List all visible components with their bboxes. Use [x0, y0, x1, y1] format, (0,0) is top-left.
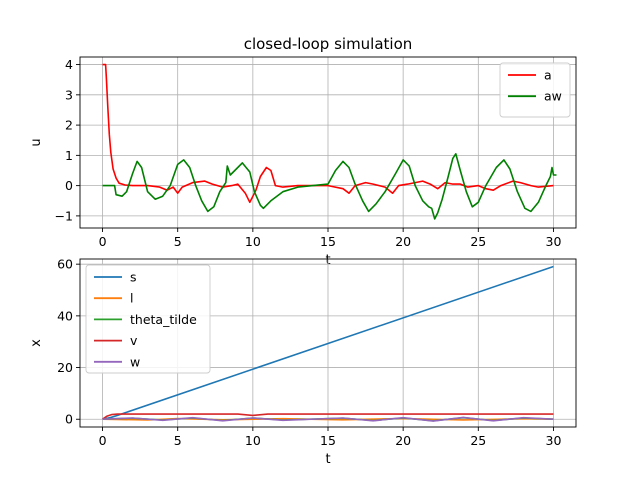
- legend-label: theta_tilde: [130, 312, 197, 327]
- x-tick-label: 15: [320, 234, 336, 249]
- y-tick-label: 0: [65, 178, 73, 193]
- axes-frame: [79, 258, 577, 428]
- series-line-w: [102, 416, 554, 422]
- x-tick-label: 0: [99, 234, 107, 249]
- legend-box: [85, 264, 211, 374]
- x-tick-label: 5: [174, 234, 182, 249]
- series-line-v: [102, 413, 554, 420]
- legend: a aw: [499, 62, 571, 118]
- subplot-1: 0 5 10 15 20 25 30 −1 0 1 2 3 4 closed-loop simulatio…: [29, 35, 577, 268]
- legend-label: s: [130, 270, 137, 285]
- x-tick-label: 20: [395, 234, 411, 249]
- y-tick-label: 60: [57, 257, 73, 272]
- x-tick-label: 20: [395, 433, 411, 448]
- y-tick-label: 0: [65, 412, 73, 427]
- y-tick-label: −1: [55, 208, 73, 223]
- series-group: [102, 265, 554, 422]
- chart-title: closed-loop simulation: [244, 35, 413, 53]
- x-tick-label: 25: [470, 433, 486, 448]
- legend-label: l: [130, 291, 133, 306]
- x-tick-label: 30: [546, 433, 562, 448]
- x-tick-label: 15: [320, 433, 336, 448]
- y-axis-label: u: [29, 138, 44, 146]
- x-tick-label: 10: [245, 433, 261, 448]
- y-tick-label: 3: [65, 87, 73, 102]
- y-tick-label: 20: [57, 360, 73, 375]
- x-tick-label: 30: [546, 234, 562, 249]
- y-tick-label: 4: [65, 57, 73, 72]
- y-tick-label: 1: [65, 148, 73, 163]
- legend-box: [499, 62, 571, 118]
- legend-label: a: [544, 68, 552, 83]
- y-tick-label: 2: [65, 118, 73, 133]
- series-line-aw: [102, 153, 557, 220]
- series-group: [102, 63, 557, 220]
- x-tick-label: 25: [470, 234, 486, 249]
- x-tick-label: 0: [99, 433, 107, 448]
- legend-label: v: [130, 333, 138, 348]
- x-axis-label: t: [325, 452, 330, 467]
- legend-label: aw: [544, 89, 562, 104]
- x-tick-label: 5: [174, 433, 182, 448]
- x-tick-label: 10: [245, 234, 261, 249]
- legend-label: w: [130, 354, 140, 369]
- y-axis-label: x: [29, 339, 44, 347]
- y-tick-label: 40: [57, 308, 73, 323]
- axes-frame: [79, 56, 577, 229]
